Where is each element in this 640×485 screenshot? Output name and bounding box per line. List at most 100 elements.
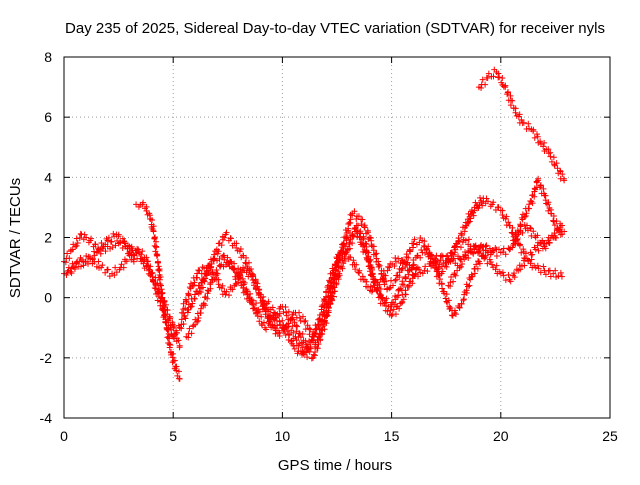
data-marker — [243, 288, 250, 295]
data-marker — [353, 215, 360, 222]
data-marker — [291, 345, 298, 352]
data-marker — [276, 318, 283, 325]
data-series-track-13 — [445, 220, 565, 290]
data-marker — [470, 209, 477, 216]
data-marker — [207, 285, 214, 292]
data-marker — [248, 265, 255, 272]
data-marker — [370, 243, 377, 250]
data-marker — [271, 316, 278, 323]
data-marker — [97, 250, 104, 257]
x-tick-label: 0 — [60, 428, 68, 444]
data-marker — [162, 311, 169, 318]
data-marker — [100, 243, 107, 250]
data-marker — [98, 239, 105, 246]
data-marker — [346, 241, 353, 248]
data-marker — [202, 302, 209, 309]
data-marker — [518, 214, 525, 221]
data-marker — [143, 203, 150, 210]
data-marker — [463, 290, 470, 297]
data-marker — [464, 283, 471, 290]
data-marker — [83, 253, 90, 260]
data-marker — [475, 248, 482, 255]
data-marker — [186, 284, 193, 291]
data-marker — [76, 235, 83, 242]
data-marker — [260, 319, 267, 326]
data-marker — [419, 270, 426, 277]
y-tick-label: 8 — [44, 49, 52, 65]
data-marker — [169, 350, 176, 357]
data-marker — [458, 232, 465, 239]
data-marker — [283, 312, 290, 319]
data-marker — [229, 242, 236, 249]
data-marker — [193, 318, 200, 325]
data-marker — [221, 256, 228, 263]
data-marker — [482, 81, 489, 88]
data-marker — [213, 267, 220, 273]
data-marker — [340, 248, 347, 255]
data-marker — [276, 329, 283, 336]
data-marker — [389, 282, 396, 289]
data-marker — [485, 70, 492, 77]
data-marker — [259, 297, 266, 304]
data-marker — [342, 243, 349, 250]
data-marker — [383, 278, 390, 285]
data-marker — [395, 286, 402, 293]
data-marker — [495, 70, 502, 77]
data-marker — [531, 244, 538, 251]
data-marker — [396, 305, 403, 312]
data-marker — [555, 273, 562, 280]
data-marker — [323, 301, 330, 308]
data-marker — [511, 270, 518, 277]
data-marker — [166, 341, 173, 348]
data-marker — [372, 251, 379, 258]
data-marker — [73, 259, 80, 266]
data-marker — [233, 240, 240, 247]
data-marker — [499, 74, 506, 81]
data-marker — [289, 316, 296, 323]
data-marker — [313, 331, 320, 338]
data-marker — [128, 251, 135, 258]
data-marker — [161, 312, 168, 319]
data-marker — [102, 248, 109, 255]
data-marker — [215, 276, 222, 283]
data-marker — [150, 227, 157, 234]
data-marker — [254, 313, 261, 320]
data-marker — [198, 279, 205, 286]
data-marker — [296, 314, 303, 321]
data-marker — [243, 260, 250, 267]
x-axis-label: GPS time / hours — [278, 457, 392, 474]
data-marker — [282, 303, 289, 310]
data-marker — [246, 294, 253, 301]
data-marker — [64, 250, 71, 257]
data-marker — [182, 305, 189, 312]
data-marker — [206, 264, 213, 271]
data-marker — [402, 275, 409, 282]
data-marker — [358, 220, 365, 227]
data-marker — [533, 131, 540, 138]
data-marker — [229, 286, 236, 293]
data-marker — [447, 257, 454, 264]
data-marker — [325, 294, 332, 301]
data-marker — [526, 205, 533, 212]
data-marker — [297, 334, 304, 341]
data-marker — [157, 273, 164, 280]
data-point — [386, 264, 393, 271]
data-marker — [495, 204, 502, 211]
data-marker — [235, 265, 242, 272]
data-marker — [156, 276, 163, 283]
data-marker — [399, 265, 406, 272]
data-marker — [308, 355, 315, 362]
data-marker — [472, 242, 479, 249]
data-marker — [507, 102, 514, 109]
data-marker — [96, 264, 103, 271]
data-marker — [166, 335, 173, 342]
data-marker — [356, 233, 363, 240]
data-marker — [200, 275, 207, 282]
data-marker — [69, 260, 76, 267]
data-marker — [152, 248, 159, 255]
data-marker — [550, 154, 557, 161]
data-marker — [432, 256, 439, 263]
data-marker — [417, 235, 424, 242]
data-marker — [465, 210, 472, 217]
data-marker — [534, 133, 541, 140]
